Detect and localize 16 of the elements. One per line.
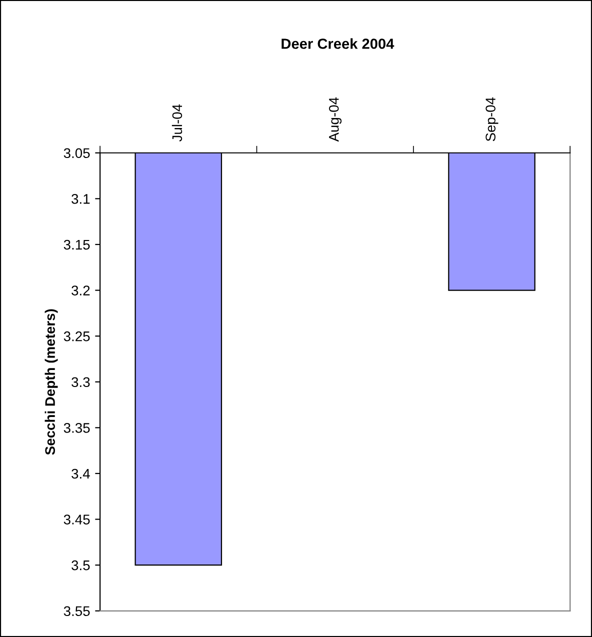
y-axis-title: Secchi Depth (meters) [44, 309, 58, 455]
y-tick-label: 3.4 [72, 468, 90, 479]
y-tick-label: 3.15 [64, 240, 90, 250]
y-tick-label: 3.3 [72, 377, 90, 388]
y-tick-label: 3.2 [72, 286, 90, 296]
y-tick-label: 3.1 [72, 194, 90, 204]
x-tick-label: Aug-04 [328, 97, 342, 142]
x-tick-label: Jul-04 [172, 104, 182, 142]
y-tick-label: 3.05 [64, 148, 90, 158]
x-tick-label: Sep-04 [486, 97, 498, 142]
chart-title: Deer Creek 2004 [282, 38, 394, 49]
y-tick-label: 3.55 [64, 606, 90, 616]
y-tick-label: 3.35 [64, 423, 90, 433]
y-tick-label: 3.5 [72, 560, 90, 570]
y-tick-label: 3.25 [64, 331, 90, 342]
y-tick-label: 3.45 [64, 514, 90, 524]
